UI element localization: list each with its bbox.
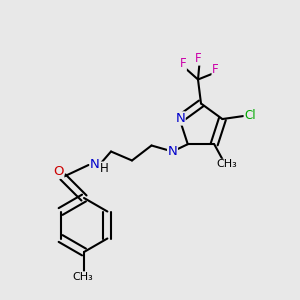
Text: F: F [195, 52, 201, 65]
Text: F: F [212, 63, 219, 76]
Text: N: N [175, 112, 185, 125]
Text: N: N [90, 158, 100, 171]
Text: N: N [168, 145, 177, 158]
Text: CH₃: CH₃ [72, 272, 93, 282]
Text: F: F [180, 57, 186, 70]
Text: CH₃: CH₃ [217, 159, 237, 169]
Text: H: H [100, 162, 109, 175]
Text: O: O [53, 165, 64, 178]
Text: Cl: Cl [244, 109, 256, 122]
